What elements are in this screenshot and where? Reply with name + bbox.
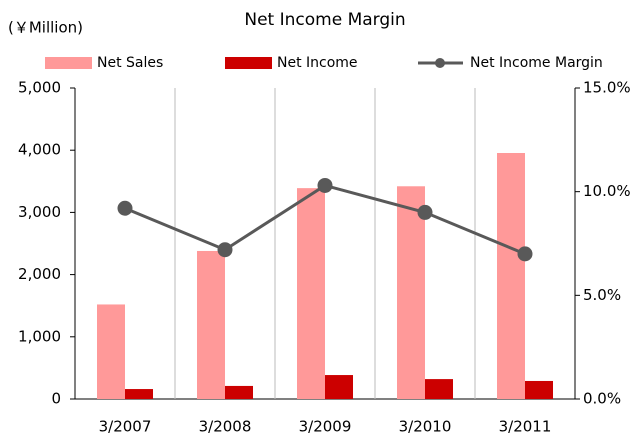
bar xyxy=(97,304,125,399)
y-tick-label: 5,000 xyxy=(18,79,61,97)
line-marker xyxy=(417,204,433,220)
legend-label: Net Sales xyxy=(97,55,163,71)
y-tick-label: 3,000 xyxy=(18,203,61,221)
bar xyxy=(297,188,325,399)
y2-tick-label: 10.0% xyxy=(583,182,631,200)
bar xyxy=(397,186,425,399)
bar xyxy=(197,250,225,399)
x-tick-label: 3/2011 xyxy=(499,418,552,434)
x-tick-label: 3/2009 xyxy=(299,418,352,434)
y-tick-label: 2,000 xyxy=(18,265,61,283)
line-marker xyxy=(317,177,333,193)
line-marker xyxy=(117,200,133,216)
x-tick-label: 3/2007 xyxy=(99,418,152,434)
bar xyxy=(225,385,253,399)
legend-marker xyxy=(435,58,445,68)
legend-swatch xyxy=(45,57,92,69)
line-marker xyxy=(217,242,233,258)
y-tick-label: 4,000 xyxy=(18,141,61,159)
y2-tick-label: 5.0% xyxy=(583,286,621,304)
legend-swatch xyxy=(225,57,272,69)
chart-title: Net Income Margin xyxy=(244,10,405,30)
x-tick-label: 3/2010 xyxy=(399,418,452,434)
unit-label: (￥Million) xyxy=(8,19,83,37)
y-tick-label: 0 xyxy=(51,390,61,408)
bar xyxy=(497,152,525,399)
line-marker xyxy=(517,246,533,262)
legend-label: Net Income Margin xyxy=(470,55,603,71)
legend-label: Net Income xyxy=(277,55,358,71)
bar xyxy=(125,389,153,399)
y2-tick-label: 0.0% xyxy=(583,390,621,408)
y2-tick-label: 15.0% xyxy=(583,79,631,97)
bar xyxy=(425,379,453,399)
bar xyxy=(525,380,553,399)
bar xyxy=(325,375,353,399)
x-tick-label: 3/2008 xyxy=(199,418,252,434)
y-tick-label: 1,000 xyxy=(18,327,61,345)
